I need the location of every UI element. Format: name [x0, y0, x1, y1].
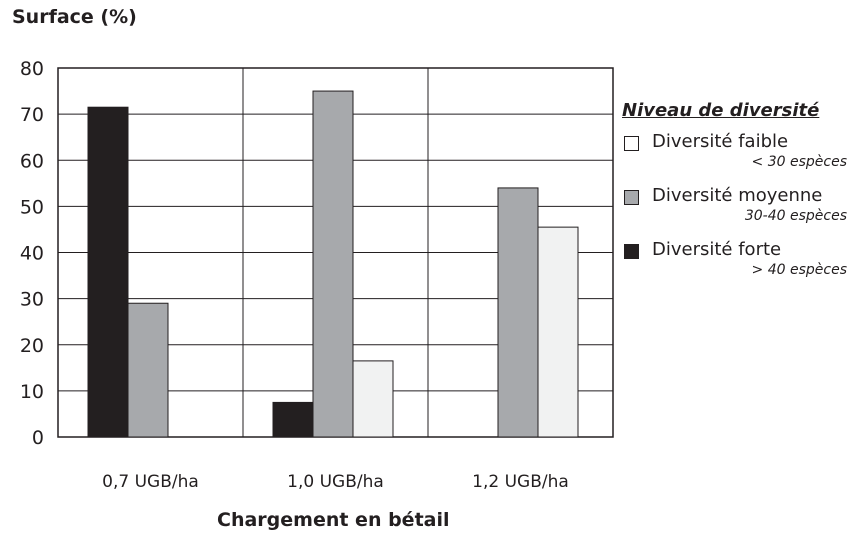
bar-diversit-moyenne	[312, 90, 354, 438]
legend-title: Niveau de diversité	[622, 100, 820, 121]
y-tick-label: 20	[20, 335, 44, 357]
y-tick-label: 30	[20, 289, 44, 311]
y-tick-label: 80	[20, 58, 44, 80]
bar-diversit-faible	[537, 226, 579, 438]
legend: Niveau de diversité Diversité faible < 3…	[622, 100, 847, 293]
y-tick-label: 0	[32, 427, 44, 449]
y-tick-label: 70	[20, 104, 44, 126]
bar-diversit-faible	[352, 360, 394, 438]
bar-diversit-moyenne	[497, 187, 539, 438]
bar-diversit-forte	[272, 401, 314, 438]
y-tick-label: 10	[20, 381, 44, 403]
legend-label: Diversité forte	[652, 239, 782, 260]
legend-label: Diversité faible	[652, 131, 789, 152]
legend-note: 30-40 espèces	[744, 208, 847, 224]
x-axis-label: Chargement en bétail	[217, 509, 450, 531]
y-tick-label: 40	[20, 243, 44, 265]
legend-item-diversite-forte: Diversité forte > 40 espèces	[622, 239, 847, 293]
y-axis-label: Surface (%)	[12, 6, 137, 28]
legend-item-diversite-faible: Diversité faible < 30 espèces	[622, 131, 847, 185]
y-tick-label: 50	[20, 196, 44, 218]
legend-swatch-diversite-moyenne	[624, 190, 639, 205]
x-tick-label: 1,0 UGB/ha	[287, 472, 384, 492]
bar-diversit-moyenne	[127, 302, 169, 438]
legend-label: Diversité moyenne	[652, 185, 823, 206]
legend-swatch-diversite-faible	[624, 136, 639, 151]
x-tick-label: 0,7 UGB/ha	[102, 472, 199, 492]
legend-note: > 40 espèces	[751, 262, 847, 278]
legend-item-diversite-moyenne: Diversité moyenne 30-40 espèces	[622, 185, 847, 239]
y-tick-label: 60	[20, 150, 44, 172]
legend-swatch-diversite-forte	[624, 244, 639, 259]
x-tick-label: 1,2 UGB/ha	[472, 472, 569, 492]
bar-diversit-forte	[87, 106, 129, 438]
legend-note: < 30 espèces	[751, 154, 847, 170]
